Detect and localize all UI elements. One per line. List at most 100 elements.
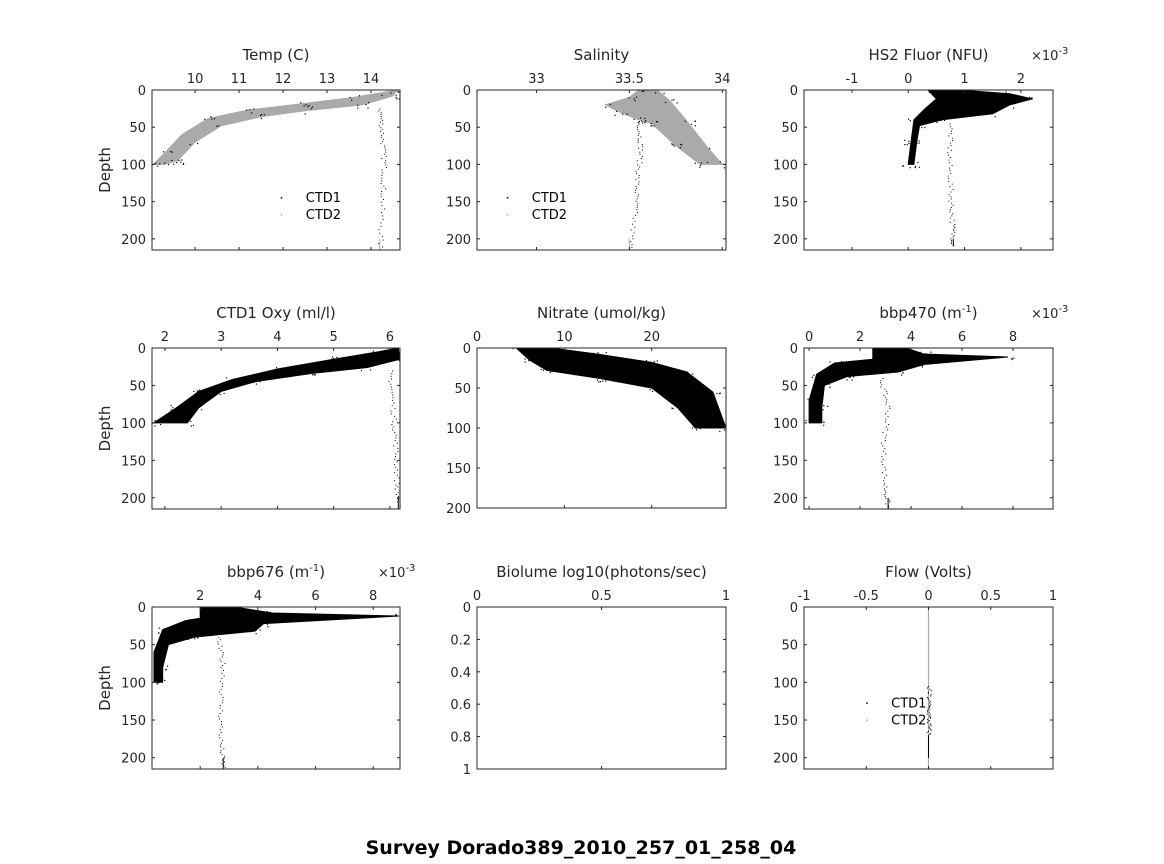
panel-title: HS2 Fluor (NFU) bbox=[868, 46, 988, 64]
data-point bbox=[394, 415, 396, 417]
data-point bbox=[950, 133, 952, 135]
data-point bbox=[223, 748, 225, 750]
data-point bbox=[917, 161, 919, 164]
data-point bbox=[340, 360, 342, 362]
data-point bbox=[950, 172, 952, 174]
axes-box bbox=[803, 347, 1054, 510]
data-point bbox=[954, 227, 956, 229]
data-point bbox=[927, 721, 929, 723]
data-point bbox=[170, 409, 172, 411]
data-point bbox=[380, 222, 382, 224]
y-tick-label: 100 bbox=[121, 676, 146, 691]
y-tick-label: 200 bbox=[446, 502, 471, 517]
panel-title-superscript: -1 bbox=[962, 304, 972, 315]
data-point bbox=[925, 353, 927, 355]
data-point bbox=[644, 121, 646, 124]
data-point bbox=[690, 123, 693, 125]
data-point bbox=[905, 349, 907, 351]
y-tick-label: 100 bbox=[773, 676, 798, 691]
data-point bbox=[916, 142, 918, 144]
panel-oxy: 2 3 4 5 6 0 50 100 150 200 CTD1 Oxy (ml/l) Depth bbox=[96, 304, 401, 510]
data-point bbox=[654, 388, 657, 390]
data-point bbox=[638, 183, 640, 185]
data-point bbox=[205, 621, 207, 623]
data-point bbox=[222, 739, 224, 741]
legend-marker-ctd1 bbox=[506, 197, 509, 199]
data-point bbox=[196, 390, 198, 392]
data-point bbox=[929, 705, 931, 706]
data-point bbox=[883, 477, 885, 479]
data-point bbox=[915, 139, 917, 141]
data-point bbox=[605, 380, 607, 382]
data-point bbox=[914, 167, 916, 169]
legend-label-ctd1: CTD1 bbox=[306, 191, 341, 206]
data-point bbox=[183, 621, 185, 623]
data-point bbox=[197, 637, 199, 639]
data-point bbox=[383, 199, 384, 200]
data-point bbox=[901, 374, 903, 376]
x-tick-label: 6 bbox=[958, 330, 966, 345]
data-point bbox=[390, 410, 392, 412]
data-point bbox=[691, 427, 693, 429]
data-point bbox=[987, 111, 989, 113]
data-point bbox=[222, 710, 223, 712]
y-tick-label: 150 bbox=[773, 196, 798, 211]
data-point bbox=[381, 236, 383, 238]
data-point bbox=[158, 681, 160, 684]
data-point bbox=[380, 136, 382, 138]
data-point bbox=[950, 142, 952, 144]
data-point bbox=[684, 405, 686, 407]
data-point bbox=[182, 163, 184, 165]
data-point bbox=[602, 380, 604, 382]
data-point bbox=[827, 405, 829, 407]
data-point bbox=[379, 354, 381, 356]
data-point bbox=[880, 382, 881, 384]
data-point bbox=[192, 409, 194, 411]
data-point bbox=[524, 358, 526, 360]
data-point bbox=[885, 474, 887, 476]
data-point bbox=[524, 361, 526, 363]
data-point bbox=[549, 371, 551, 373]
data-point bbox=[267, 614, 269, 617]
data-point bbox=[930, 716, 931, 718]
y-tick-label: 0.6 bbox=[450, 698, 471, 713]
data-point bbox=[384, 208, 386, 210]
data-point bbox=[1011, 357, 1013, 359]
data-point bbox=[380, 121, 382, 123]
data-point bbox=[260, 117, 263, 120]
data-point bbox=[203, 609, 205, 612]
data-point bbox=[948, 159, 950, 161]
data-point bbox=[255, 633, 257, 635]
data-point bbox=[949, 217, 951, 219]
data-point bbox=[197, 393, 199, 395]
y-axis-label: Depth bbox=[96, 406, 114, 452]
data-point bbox=[709, 147, 711, 150]
legend-marker-ctd2 bbox=[866, 719, 868, 721]
data-point bbox=[921, 366, 923, 368]
data-point bbox=[381, 169, 383, 171]
data-point bbox=[711, 393, 713, 395]
data-point bbox=[813, 401, 815, 403]
data-point bbox=[637, 168, 639, 170]
data-point bbox=[636, 204, 638, 206]
data-point bbox=[636, 206, 638, 208]
data-point bbox=[398, 477, 400, 479]
data-point bbox=[553, 349, 555, 352]
data-point bbox=[392, 399, 394, 401]
axes-box bbox=[151, 347, 401, 510]
data-point bbox=[951, 130, 952, 132]
data-point bbox=[358, 95, 361, 97]
data-point bbox=[170, 151, 172, 153]
y-tick-label: 200 bbox=[446, 233, 471, 248]
data-point bbox=[649, 389, 651, 391]
data-point bbox=[882, 445, 884, 447]
data-point bbox=[369, 369, 372, 371]
x-tick-label: 1 bbox=[960, 72, 968, 87]
data-point bbox=[813, 374, 815, 376]
data-point bbox=[952, 236, 954, 238]
panel-fluor: -1 0 1 2 0 50 100 150 200 HS2 Fluor (NFU) ×10-3 bbox=[773, 46, 1068, 251]
panel-biolume: 0 0.5 1 0 0.2 0.4 0.6 0.8 1 Biolume log10(photons… bbox=[450, 563, 730, 778]
data-point bbox=[919, 121, 921, 123]
